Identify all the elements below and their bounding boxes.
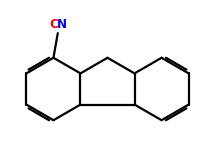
Text: N: N [57, 18, 67, 31]
Text: C: C [49, 18, 58, 31]
